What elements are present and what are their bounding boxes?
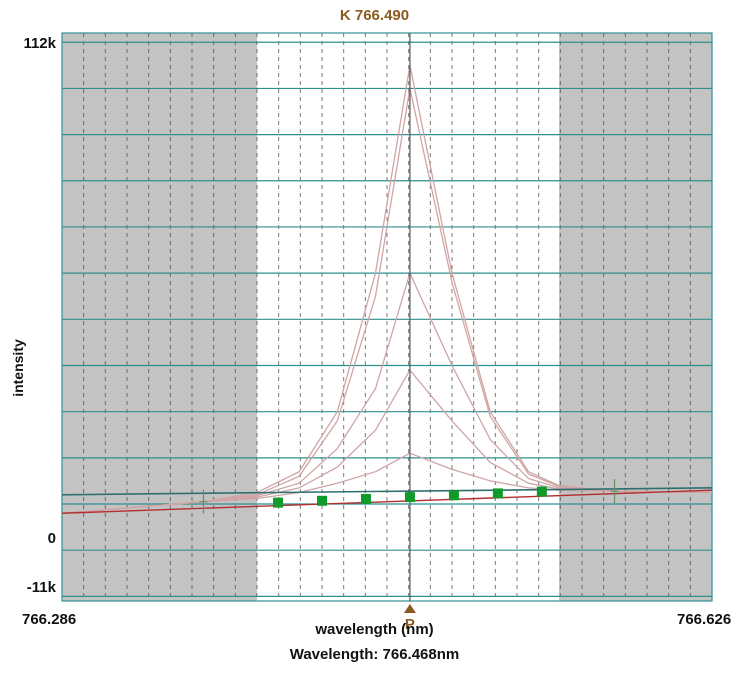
excluded-region-0 <box>62 33 257 601</box>
x-axis-label: wavelength (nm) <box>315 621 434 638</box>
x-tick-max: 766.626 <box>677 611 732 628</box>
data-point <box>536 486 547 497</box>
plot-frame <box>61 32 713 602</box>
fit-line <box>61 489 713 514</box>
peak-marker-icon <box>403 604 416 613</box>
wavelength-readout: Wavelength: 766.468nm <box>289 646 460 663</box>
x-tick-min: 766.286 <box>22 611 77 628</box>
data-point <box>448 490 459 501</box>
data-point <box>404 492 415 503</box>
data-point <box>273 497 284 508</box>
chart-title: K 766.490 <box>339 7 410 24</box>
data-point <box>492 488 503 499</box>
y-tick-zero: 0 <box>47 530 56 547</box>
data-point <box>360 493 371 504</box>
y-tick-min: -11k <box>26 579 56 596</box>
excluded-region-1 <box>559 33 712 601</box>
peak-marker-label: P <box>405 616 415 633</box>
data-point <box>317 495 327 506</box>
y-tick-max: 112k <box>23 35 56 52</box>
baseline-line <box>61 487 713 496</box>
